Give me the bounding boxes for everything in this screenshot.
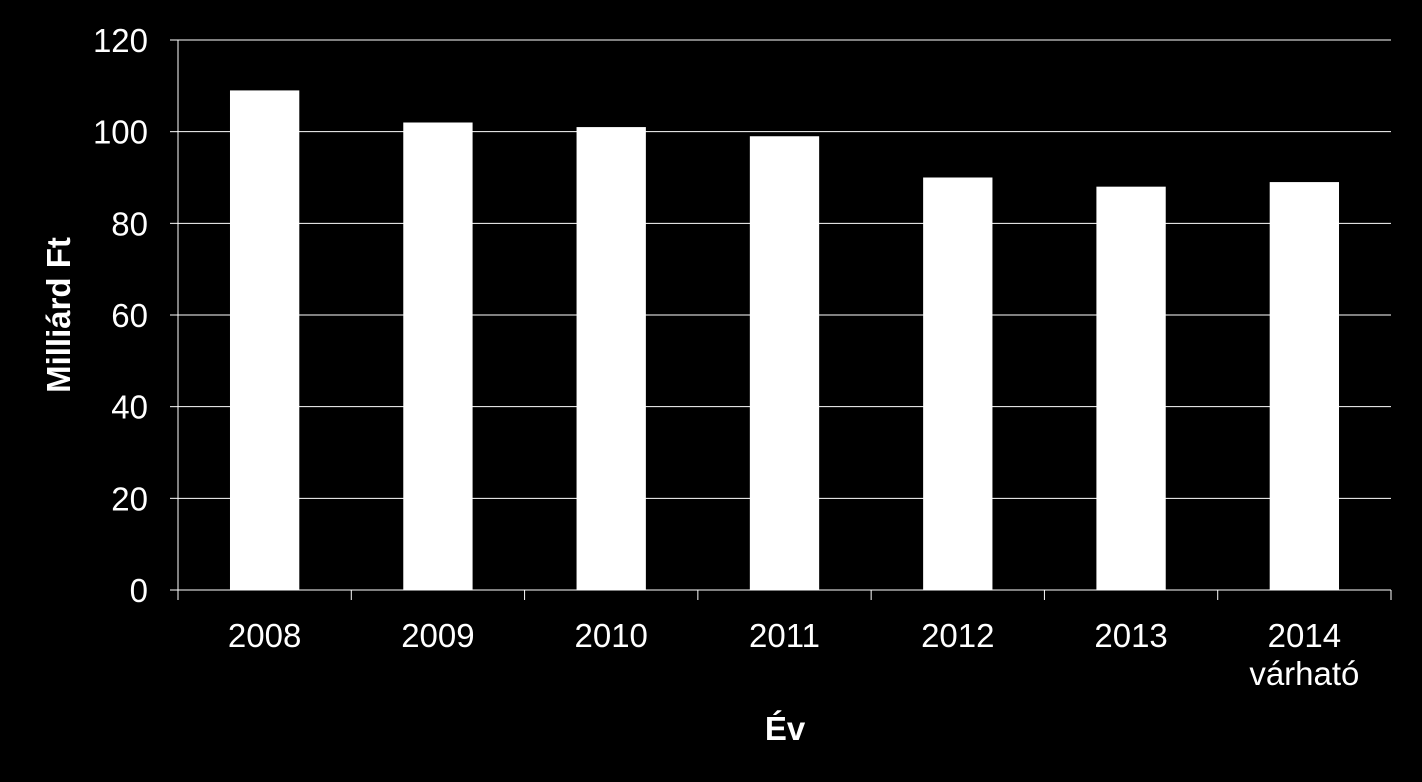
x-tick-label: 2013	[1094, 617, 1167, 654]
x-tick-label-line: 2014	[1268, 617, 1341, 654]
x-tick-label: 2012	[921, 617, 994, 654]
x-tick-label-line: várható	[1249, 655, 1359, 692]
bar	[1096, 186, 1166, 590]
x-tick-label-line: 2008	[228, 617, 301, 654]
x-tick-label-line: 2012	[921, 617, 994, 654]
y-axis-title: Milliárd Ft	[40, 237, 77, 393]
x-tick-label: 2011	[749, 617, 820, 654]
y-tick-label: 80	[111, 205, 148, 242]
x-tick-labels: 2008 2009 2010 2011 2012 2013 2014 várható	[228, 617, 1359, 692]
bar	[576, 127, 646, 590]
x-tick-label: 2010	[575, 617, 648, 654]
bar	[1269, 182, 1340, 591]
y-tick-label: 60	[111, 297, 148, 334]
y-tick-label: 40	[111, 389, 148, 426]
x-axis-title: Év	[765, 710, 806, 747]
y-tick-label: 0	[130, 572, 148, 609]
bar	[229, 90, 300, 591]
y-tick-label: 100	[93, 114, 148, 151]
y-tick-labels: 0 20 40 60 80 100 120	[93, 22, 148, 609]
x-tick-label-line: 2013	[1094, 617, 1167, 654]
x-tick-label: 2009	[401, 617, 474, 654]
x-tick-label: 2014 várható	[1249, 617, 1359, 692]
bars	[229, 90, 1340, 591]
y-tick-label: 20	[111, 480, 148, 517]
axes	[170, 39, 1392, 600]
bar	[923, 177, 993, 590]
x-tick-label-line: 2009	[401, 617, 474, 654]
x-tick-label-line: 2010	[575, 617, 648, 654]
bar	[749, 136, 820, 590]
y-tick-label: 120	[93, 22, 148, 59]
x-tick-label-line: 2011	[749, 617, 820, 654]
x-tick-label: 2008	[228, 617, 301, 654]
bar	[403, 122, 473, 590]
